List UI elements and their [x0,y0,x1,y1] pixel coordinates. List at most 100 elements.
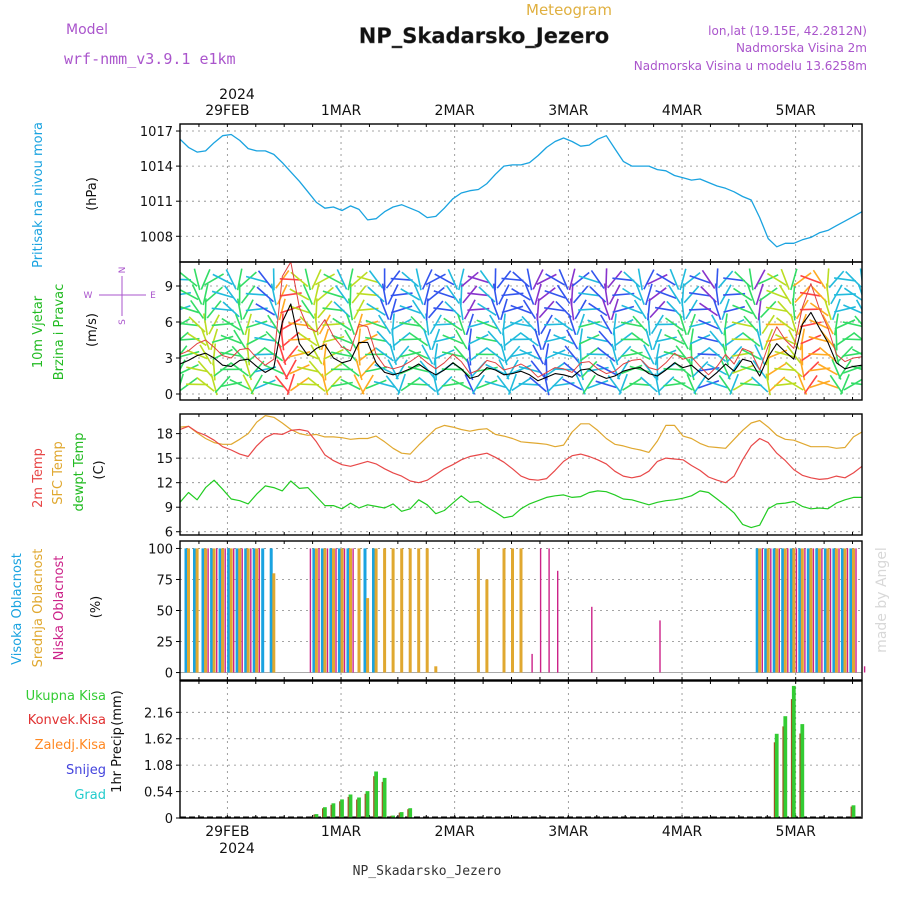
wind-arrow [400,288,421,301]
temp-2m-line [179,425,863,484]
wind-compass: N S W E [84,267,157,325]
wind-arrow [307,376,326,392]
wind-arrow [284,359,297,380]
wind-arrow [774,367,797,372]
cloud-mid-bar [476,548,480,673]
legend-convective-rain: Konvek.Kisa [28,713,106,728]
compass-east: E [150,291,156,301]
y-tick-label: 75 [156,573,173,588]
wind-arrow [204,273,225,286]
cloud-low-bar [352,548,354,673]
cloud-mid-bar [212,548,216,673]
y-tick-label: 1014 [140,160,173,175]
wind-arrow [462,285,478,304]
wind-arrow [180,345,188,356]
cloud-high-bar [840,548,844,673]
wind-arrow [706,380,728,389]
cloud-high-bar [329,548,333,673]
wind-arrow [687,313,696,335]
wind-arrow [433,307,456,312]
wind-arrow [263,364,285,375]
wind-arrow [399,304,421,314]
wind-arrow [286,373,295,396]
wind-arrow [601,298,611,321]
cloud-cover-panel: 0 25 50 75 100 [148,540,866,682]
wind-arrow [669,268,680,290]
wind-arrow [697,353,720,356]
wind-arrow [487,330,504,349]
cloud-mid-bar [238,548,242,673]
wind-arrow [656,273,676,286]
wind-arrow [723,305,745,313]
wind-arrow [629,382,652,387]
wind-arrow [276,359,289,380]
cloud-high-bar [261,548,265,673]
wind-arrow [365,336,388,343]
wind-arrow [350,271,368,288]
wind-arrow [709,330,725,349]
precip-total-bar [791,685,796,818]
wind-arrow [186,349,208,360]
cloud-low-bar [216,548,218,673]
wind-arrow [239,271,257,288]
wind-arrow [538,300,555,319]
wind-arrow [757,274,779,285]
wind-arrow [518,382,541,386]
wind-arrow [236,298,243,321]
wind-arrow [544,336,566,343]
cloud-high-bar [320,548,324,673]
wind-arrow [234,313,245,335]
wind-arrow [331,334,353,345]
wind-arrow [534,283,542,306]
wind-arrow [723,313,728,336]
wind-arrow [544,290,566,299]
wind-arrow [665,317,684,332]
wind-arrow [833,277,856,282]
wind-arrow [180,271,198,287]
wind-arrow [834,319,856,330]
y-tick-label: 0.54 [144,786,173,801]
wind-arrow [245,275,268,284]
cloud-high-bar [823,548,827,673]
wind-arrow [180,278,192,281]
cloud-high-bar [244,548,248,673]
precip-total-bar [314,814,319,818]
wind-arrow [323,348,344,360]
wind-arrow [368,270,384,289]
temp-sfc-line [179,415,863,455]
wind-arrow [313,283,320,306]
wind-arrow [640,376,658,393]
wind-arrow [434,273,455,286]
wind-arrow [566,329,579,350]
pressure-panel: 1008 1011 1014 1017 [140,123,863,263]
wind-arrow [631,332,650,347]
wind-arrow [288,305,311,314]
wind-arrow [855,299,862,312]
wind-arrow [180,363,199,375]
wind-arrow [618,373,628,395]
wind-arrow [637,268,643,291]
wind-arrow [851,348,862,356]
wind-arrow [630,348,651,361]
wind-arrow [600,314,613,335]
y-tick-label: 25 [156,636,173,651]
wind-arrow [453,345,470,364]
wind-arrow [673,378,693,391]
wind-arrow [524,283,535,305]
wind-arrow [731,321,754,328]
cloud-mid-bar [357,548,361,673]
wind-arrow [500,298,508,321]
cloud-mid-bar [195,548,199,673]
wind-arrow [340,378,361,391]
cloud-mid-bar [221,548,225,673]
wind-arrow [842,365,862,374]
wind-arrow [467,275,490,284]
wind-arrow [582,374,596,395]
wind-arrow [612,305,635,314]
wind-arrow [568,268,576,291]
wind-arrow [800,274,822,284]
precip-total-bar [374,771,378,818]
bottom-date-label: 5MAR [776,824,817,840]
wind-arrow [242,299,254,320]
wind-arrow [571,271,590,287]
